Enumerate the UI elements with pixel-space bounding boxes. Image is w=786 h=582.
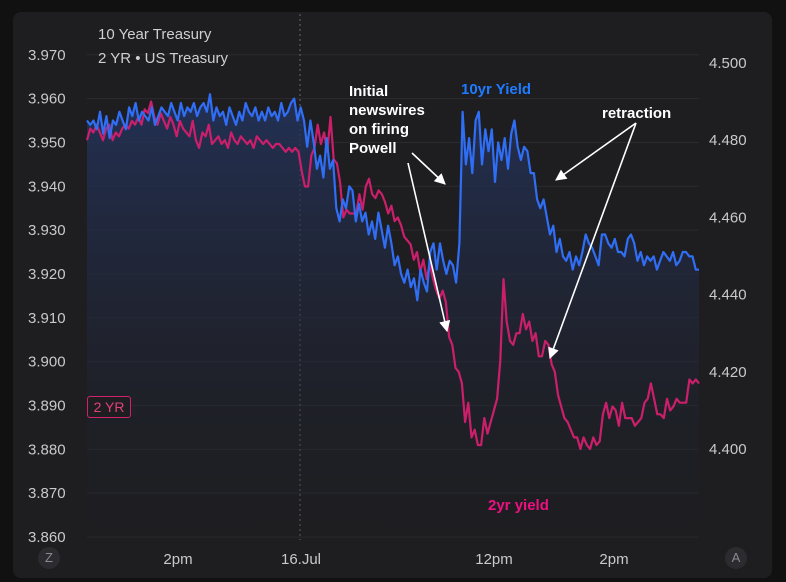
left-axis-tick: 3.900 (28, 354, 66, 371)
annotation-line: Initial (349, 83, 389, 100)
x-axis-tick: 16.Jul (281, 551, 321, 568)
x-axis-tick: 12pm (475, 551, 513, 568)
annotation-arrow (411, 152, 446, 185)
right-axis-tick: 4.500 (709, 55, 747, 72)
label-10yr-yield: 10yr Yield (461, 81, 532, 98)
annotation-line: Powell (349, 140, 397, 157)
x-axis-tick: 2pm (163, 551, 192, 568)
right-axis-tick: 4.420 (709, 364, 747, 381)
left-axis-tick: 3.950 (28, 134, 66, 151)
legend-main-title: 10 Year Treasury (98, 26, 212, 43)
annotation-line: newswires (349, 102, 425, 119)
right-axis-tick: 4.460 (709, 209, 747, 226)
left-axis-tick: 3.970 (28, 47, 66, 64)
two-year-badge[interactable]: 2 YR (87, 396, 131, 418)
right-axis-tick: 4.440 (709, 287, 747, 304)
annotation-initial-news: Initial newswires on firing Powell (349, 82, 425, 158)
two-year-series-line (85, 100, 700, 451)
left-axis-tick: 3.880 (28, 441, 66, 458)
right-axis-tick: 4.480 (709, 132, 747, 149)
annotation-line: on firing (349, 121, 409, 138)
left-axis-tick: 3.930 (28, 222, 66, 239)
left-axis-tick: 3.920 (28, 266, 66, 283)
ten-year-area (87, 94, 699, 537)
left-axis-tick: 3.910 (28, 310, 66, 327)
annotation-arrow (407, 162, 451, 333)
left-axis-tick: 3.960 (28, 91, 66, 108)
left-axis-tick: 3.890 (28, 397, 66, 414)
x-axis-tick: 2pm (599, 551, 628, 568)
right-axis-tick: 4.400 (709, 441, 747, 458)
annotation-retraction: retraction (602, 105, 672, 122)
left-axis-tick: 3.870 (28, 485, 66, 502)
annotation-arrow (548, 122, 637, 360)
auto-scale-button[interactable]: A (725, 547, 747, 569)
zoom-button[interactable]: Z (38, 547, 60, 569)
left-axis-tick: 3.940 (28, 178, 66, 195)
label-2yr-yield: 2yr yield (488, 497, 549, 514)
annotation-arrow (555, 122, 637, 181)
left-axis-tick: 3.860 (28, 529, 66, 546)
legend-compare-title: 2 YR • US Treasury (98, 50, 229, 67)
ten-year-series-line (86, 93, 699, 302)
